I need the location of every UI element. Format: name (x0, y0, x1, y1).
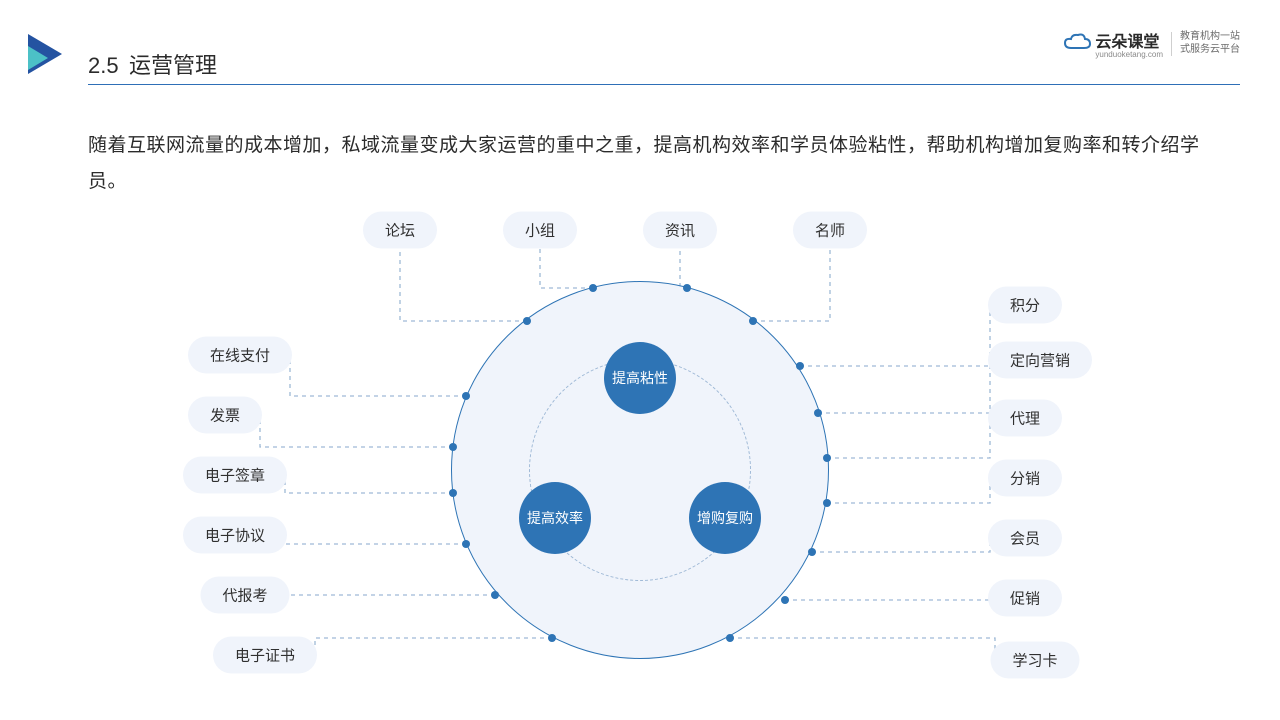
p-pay: 在线支付 (188, 337, 292, 374)
p-agent: 代理 (988, 400, 1062, 437)
p-forum: 论坛 (363, 212, 437, 249)
brand-url: yunduoketang.com (1095, 50, 1163, 59)
p-sign: 电子签章 (183, 457, 287, 494)
section-title: 运营管理 (129, 53, 217, 78)
ring-dot (796, 362, 804, 370)
section-number: 2.5 (88, 53, 119, 78)
ring-dot (449, 443, 457, 451)
brand-name: 云朵课堂 (1095, 34, 1159, 51)
ring-dot (462, 392, 470, 400)
ring-dot (449, 489, 457, 497)
p-points: 积分 (988, 287, 1062, 324)
ring-dot (726, 634, 734, 642)
ring-dot (814, 409, 822, 417)
p-agree: 电子协议 (183, 517, 287, 554)
core-sticky: 提高粘性 (604, 342, 676, 414)
p-exam: 代报考 (200, 577, 289, 614)
p-cert: 电子证书 (213, 637, 317, 674)
ring-dot (823, 499, 831, 507)
corner-play-icon (28, 34, 62, 74)
section-description: 随着互联网流量的成本增加，私域流量变成大家运营的重中之重，提高机构效率和学员体验… (88, 128, 1220, 200)
p-card: 学习卡 (990, 642, 1079, 679)
p-member: 会员 (988, 520, 1062, 557)
p-invoice: 发票 (188, 397, 262, 434)
p-dist: 分销 (988, 460, 1062, 497)
ring-dot (523, 317, 531, 325)
core-rebuy: 增购复购 (689, 482, 761, 554)
cloud-icon (1063, 32, 1091, 55)
p-market: 定向营销 (988, 342, 1092, 379)
operations-network-diagram: 提高粘性提高效率 增购复购 论坛 小组 资讯 名师在线支付发票电子签章电子协议代报考电子证… (0, 200, 1280, 720)
p-news: 资讯 (643, 212, 717, 249)
ring-dot (823, 454, 831, 462)
p-group: 小组 (503, 212, 577, 249)
brand-tagline: 教育机构一站 式服务云平台 (1180, 31, 1240, 56)
core-eff: 提高效率 (519, 482, 591, 554)
ring-dot (781, 596, 789, 604)
ring-dot (491, 591, 499, 599)
p-promo: 促销 (988, 580, 1062, 617)
p-teacher: 名师 (793, 212, 867, 249)
logo-divider (1171, 32, 1172, 56)
ring-dot (548, 634, 556, 642)
ring-dot (589, 284, 597, 292)
ring-dot (683, 284, 691, 292)
ring-dot (462, 540, 470, 548)
ring-dot (749, 317, 757, 325)
header-underline (88, 84, 1240, 85)
ring-dot (808, 548, 816, 556)
brand-logo: 云朵课堂 yunduoketang.com 教育机构一站 式服务云平台 (1063, 28, 1240, 59)
